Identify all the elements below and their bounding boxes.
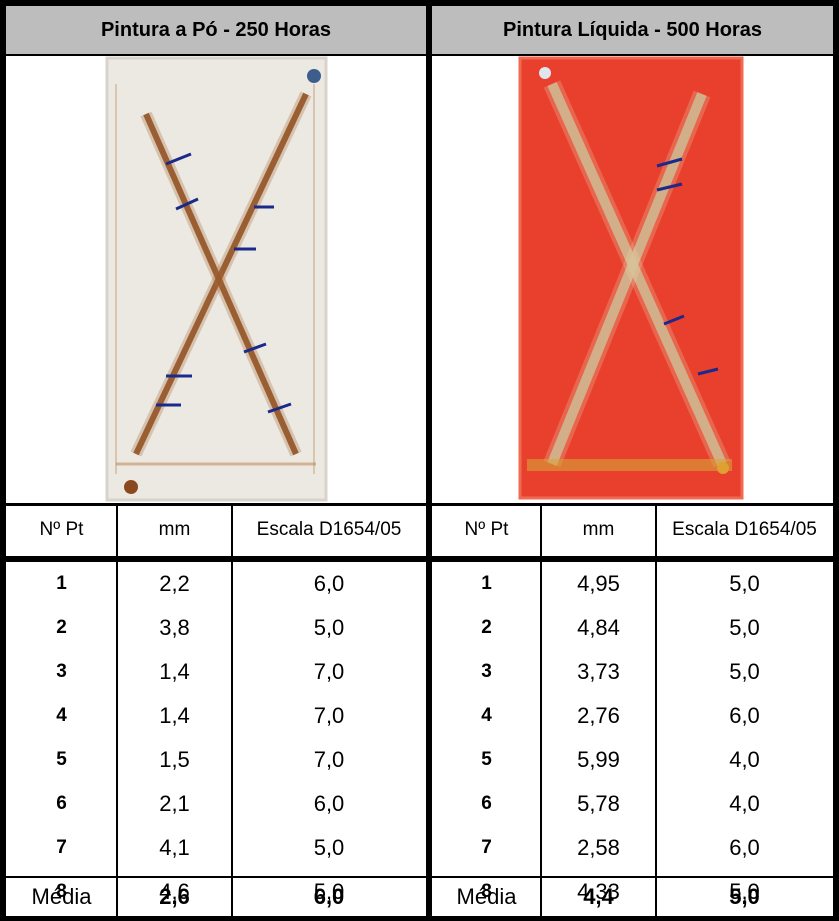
row-number: 5 xyxy=(56,749,67,770)
liquid-paint-panel-photo xyxy=(518,56,744,500)
escala-value: 6,0 xyxy=(729,703,760,728)
row-number: 6 xyxy=(56,793,67,814)
escala-value: 5,0 xyxy=(729,571,760,596)
right-photo-cell xyxy=(432,54,833,504)
column-header: mm xyxy=(582,519,615,540)
row-number: 6 xyxy=(481,793,492,814)
media-divider xyxy=(0,876,839,878)
border-right xyxy=(833,0,839,921)
mm-value: 1,5 xyxy=(159,747,190,772)
mm-value: 1,4 xyxy=(159,703,190,728)
mm-value: 3,8 xyxy=(159,615,190,640)
right-title: Pintura Líquida - 500 Horas xyxy=(432,6,833,54)
media-escala: 6,0 xyxy=(313,884,345,909)
column-divider xyxy=(116,504,118,921)
escala-value: 4,0 xyxy=(729,791,760,816)
media-escala: 5,0 xyxy=(729,884,760,909)
row-number: 5 xyxy=(481,749,492,770)
mm-value: 5,78 xyxy=(577,791,620,816)
column-header: Nº Pt xyxy=(464,519,509,540)
left-title: Pintura a Pó - 250 Horas xyxy=(6,6,426,54)
mm-value: 5,99 xyxy=(577,747,620,772)
row-number: 8 xyxy=(481,881,492,902)
escala-value: 6,0 xyxy=(313,571,345,596)
row-number: 3 xyxy=(481,661,492,682)
mm-value: 4,6 xyxy=(159,879,190,904)
row-number: 3 xyxy=(56,661,67,682)
mm-value: 4,1 xyxy=(159,835,190,860)
row-number: 7 xyxy=(481,837,492,858)
border-top xyxy=(0,0,839,6)
powder-paint-panel-photo xyxy=(105,56,328,502)
column-header: Escala D1654/05 xyxy=(256,519,402,540)
escala-value: 7,0 xyxy=(313,703,345,728)
mm-value: 4,95 xyxy=(577,571,620,596)
media-label: Média xyxy=(31,884,92,909)
escala-value: 7,0 xyxy=(313,747,345,772)
photo-divider xyxy=(0,503,839,506)
escala-value: 5,0 xyxy=(313,835,345,860)
mm-value: 2,76 xyxy=(577,703,620,728)
column-header: Nº Pt xyxy=(39,519,84,540)
column-divider xyxy=(655,504,657,921)
mm-value: 2,2 xyxy=(159,571,190,596)
left-photo-cell xyxy=(6,54,426,504)
mm-value: 3,73 xyxy=(577,659,620,684)
header-divider xyxy=(0,54,839,56)
column-header: mm xyxy=(158,519,191,540)
row-number: 7 xyxy=(56,837,67,858)
column-header: Escala D1654/05 xyxy=(672,519,817,540)
column-divider xyxy=(231,504,233,921)
media-label: Média xyxy=(456,884,517,909)
escala-value: 5,0 xyxy=(729,659,760,684)
mm-value: 2,58 xyxy=(577,835,620,860)
center-divider xyxy=(426,0,432,921)
escala-value: 7,0 xyxy=(313,659,345,684)
escala-value: 5,0 xyxy=(729,879,760,904)
mm-value: 1,4 xyxy=(159,659,190,684)
escala-value: 5,0 xyxy=(313,879,345,904)
mm-value: 4,84 xyxy=(577,615,620,640)
media-mm: 2,6 xyxy=(159,884,190,909)
row-number: 2 xyxy=(481,617,492,638)
escala-value: 4,0 xyxy=(729,747,760,772)
media-mm: 4,4 xyxy=(583,884,614,909)
row-number: 1 xyxy=(56,573,67,594)
row-number: 1 xyxy=(481,573,492,594)
mm-value: 2,1 xyxy=(159,791,190,816)
column-divider xyxy=(540,504,542,921)
escala-value: 5,0 xyxy=(313,615,345,640)
escala-value: 6,0 xyxy=(729,835,760,860)
escala-value: 5,0 xyxy=(729,615,760,640)
column-header-divider xyxy=(0,556,839,562)
row-number: 2 xyxy=(56,617,67,638)
mm-value: 4,33 xyxy=(577,879,620,904)
row-number: 4 xyxy=(481,705,492,726)
border-bottom xyxy=(0,916,839,921)
border-left xyxy=(0,0,6,921)
row-number: 4 xyxy=(56,705,67,726)
row-number: 8 xyxy=(56,881,67,902)
escala-value: 6,0 xyxy=(313,791,345,816)
